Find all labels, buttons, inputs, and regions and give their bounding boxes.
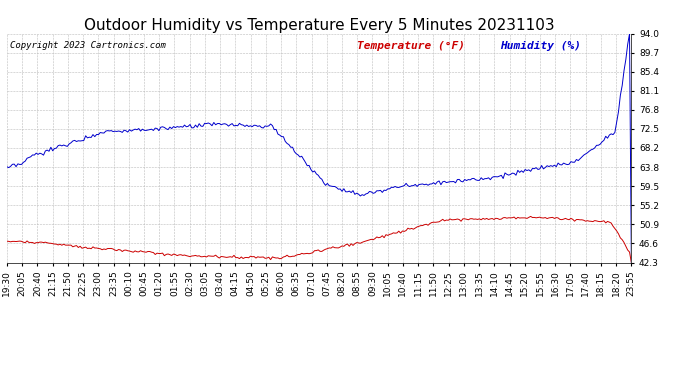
Text: Temperature (°F): Temperature (°F) [357, 40, 464, 51]
Text: Copyright 2023 Cartronics.com: Copyright 2023 Cartronics.com [10, 40, 166, 50]
Text: Humidity (%): Humidity (%) [500, 40, 581, 51]
Title: Outdoor Humidity vs Temperature Every 5 Minutes 20231103: Outdoor Humidity vs Temperature Every 5 … [83, 18, 555, 33]
